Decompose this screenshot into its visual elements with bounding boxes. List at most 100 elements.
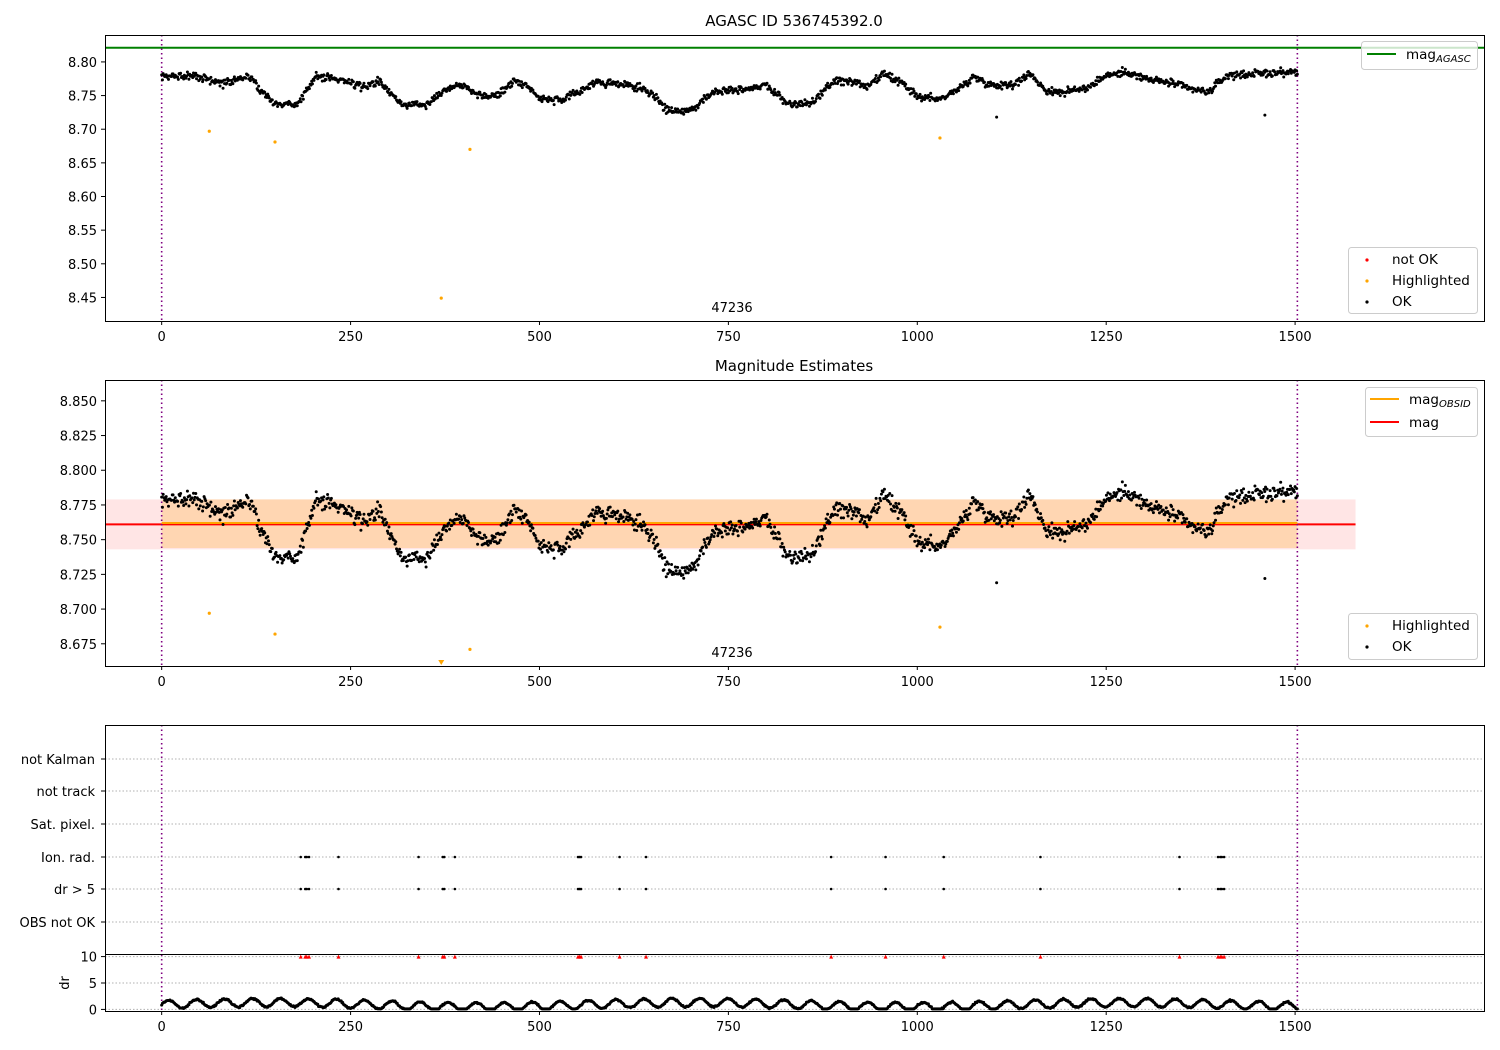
panel-magnitude-estimates: Magnitude Estimates 47236 0 250 500 750 1000… [60, 357, 1485, 690]
ok-point [964, 513, 968, 517]
ok-point [960, 517, 964, 521]
ok-point [563, 98, 567, 102]
x-tick-label: 500 [527, 1020, 552, 1035]
ok-point [1256, 488, 1260, 492]
ok-point [198, 77, 202, 81]
ok-point [1089, 520, 1093, 524]
ok-point [428, 103, 432, 107]
ok-point [1235, 70, 1239, 74]
ok-point [652, 538, 656, 542]
ok-point [254, 512, 258, 516]
ok-point [251, 77, 255, 81]
ok-point [498, 538, 502, 542]
ok-point [839, 516, 843, 520]
ok-point [820, 537, 824, 541]
legend-marker-ok [1365, 645, 1369, 649]
ok-point [426, 550, 430, 554]
ok-point [851, 513, 855, 517]
ok-point [926, 537, 930, 541]
ok-point [891, 509, 895, 513]
ok-point [1044, 529, 1048, 533]
ok-point [1223, 503, 1227, 507]
ok-point [407, 553, 411, 557]
ok-point [209, 500, 213, 504]
ok-point [651, 541, 655, 545]
ok-point [504, 523, 508, 527]
ok-point [478, 531, 482, 535]
ok-point [1214, 518, 1218, 522]
ok-point [435, 91, 439, 95]
ok-point [965, 515, 969, 519]
ok-point [601, 509, 605, 513]
legend-label-ok: OK [1392, 294, 1413, 310]
ok-point [379, 505, 383, 509]
flag-hit [1222, 855, 1226, 859]
ok-point [1085, 88, 1089, 92]
ok-point [412, 103, 416, 107]
flag-hit [305, 887, 309, 891]
ok-point [1185, 517, 1189, 521]
ok-point [970, 502, 974, 506]
ok-point [1077, 529, 1081, 533]
ok-point [780, 542, 784, 546]
dr-clipped-marker [298, 954, 303, 959]
ok-point [858, 520, 862, 524]
ok-point [1043, 526, 1047, 530]
ok-point [1137, 496, 1141, 500]
ok-point [674, 569, 678, 573]
ok-point [900, 508, 904, 512]
ok-point [987, 84, 991, 88]
ok-point [542, 538, 546, 542]
ok-point [888, 491, 892, 495]
ok-point [244, 502, 248, 506]
ok-point [465, 524, 469, 528]
ok-point [368, 84, 372, 88]
x-tick-label: 500 [527, 330, 552, 345]
ok-point [505, 521, 509, 525]
ok-point [1279, 66, 1283, 70]
ok-point [795, 561, 799, 565]
ok-point [1232, 505, 1236, 509]
ok-point [753, 523, 757, 527]
ok-point [520, 509, 524, 513]
ok-point [1153, 504, 1157, 508]
ok-point [935, 548, 939, 552]
ok-point [238, 499, 242, 503]
ok-point [702, 538, 706, 542]
ok-point [831, 513, 835, 517]
ok-point [1175, 514, 1179, 518]
ok-point [1145, 498, 1149, 502]
flag-hit [1222, 887, 1226, 891]
ok-point [814, 550, 818, 554]
ok-point [401, 558, 405, 562]
ok-point [1208, 523, 1212, 527]
ok-point [1198, 526, 1202, 530]
ok-point [773, 531, 777, 535]
ok-point [1008, 518, 1012, 522]
ok-point [803, 98, 807, 102]
ok-point [704, 97, 708, 101]
ok-point [1090, 515, 1094, 519]
ok-point [688, 564, 692, 568]
ok-point [503, 531, 507, 535]
ok-point [703, 541, 707, 545]
ok-point [1049, 89, 1053, 93]
ok-point [723, 529, 727, 533]
ok-point [1263, 577, 1267, 581]
ok-point [638, 512, 642, 516]
ok-point [209, 75, 213, 79]
ok-point [590, 514, 594, 518]
panel2-plot-area [105, 380, 1356, 666]
flag-hit [1216, 855, 1220, 859]
ok-point [1260, 491, 1264, 495]
ok-point [1220, 510, 1224, 514]
ok-point [995, 115, 999, 119]
ok-point [1011, 518, 1015, 522]
ok-point [429, 550, 433, 554]
ok-point [316, 503, 320, 507]
ok-point [362, 81, 366, 85]
dr-clipped-marker [1222, 954, 1227, 959]
ok-point [992, 519, 996, 523]
ok-point [1239, 76, 1243, 80]
ok-point [227, 506, 231, 510]
